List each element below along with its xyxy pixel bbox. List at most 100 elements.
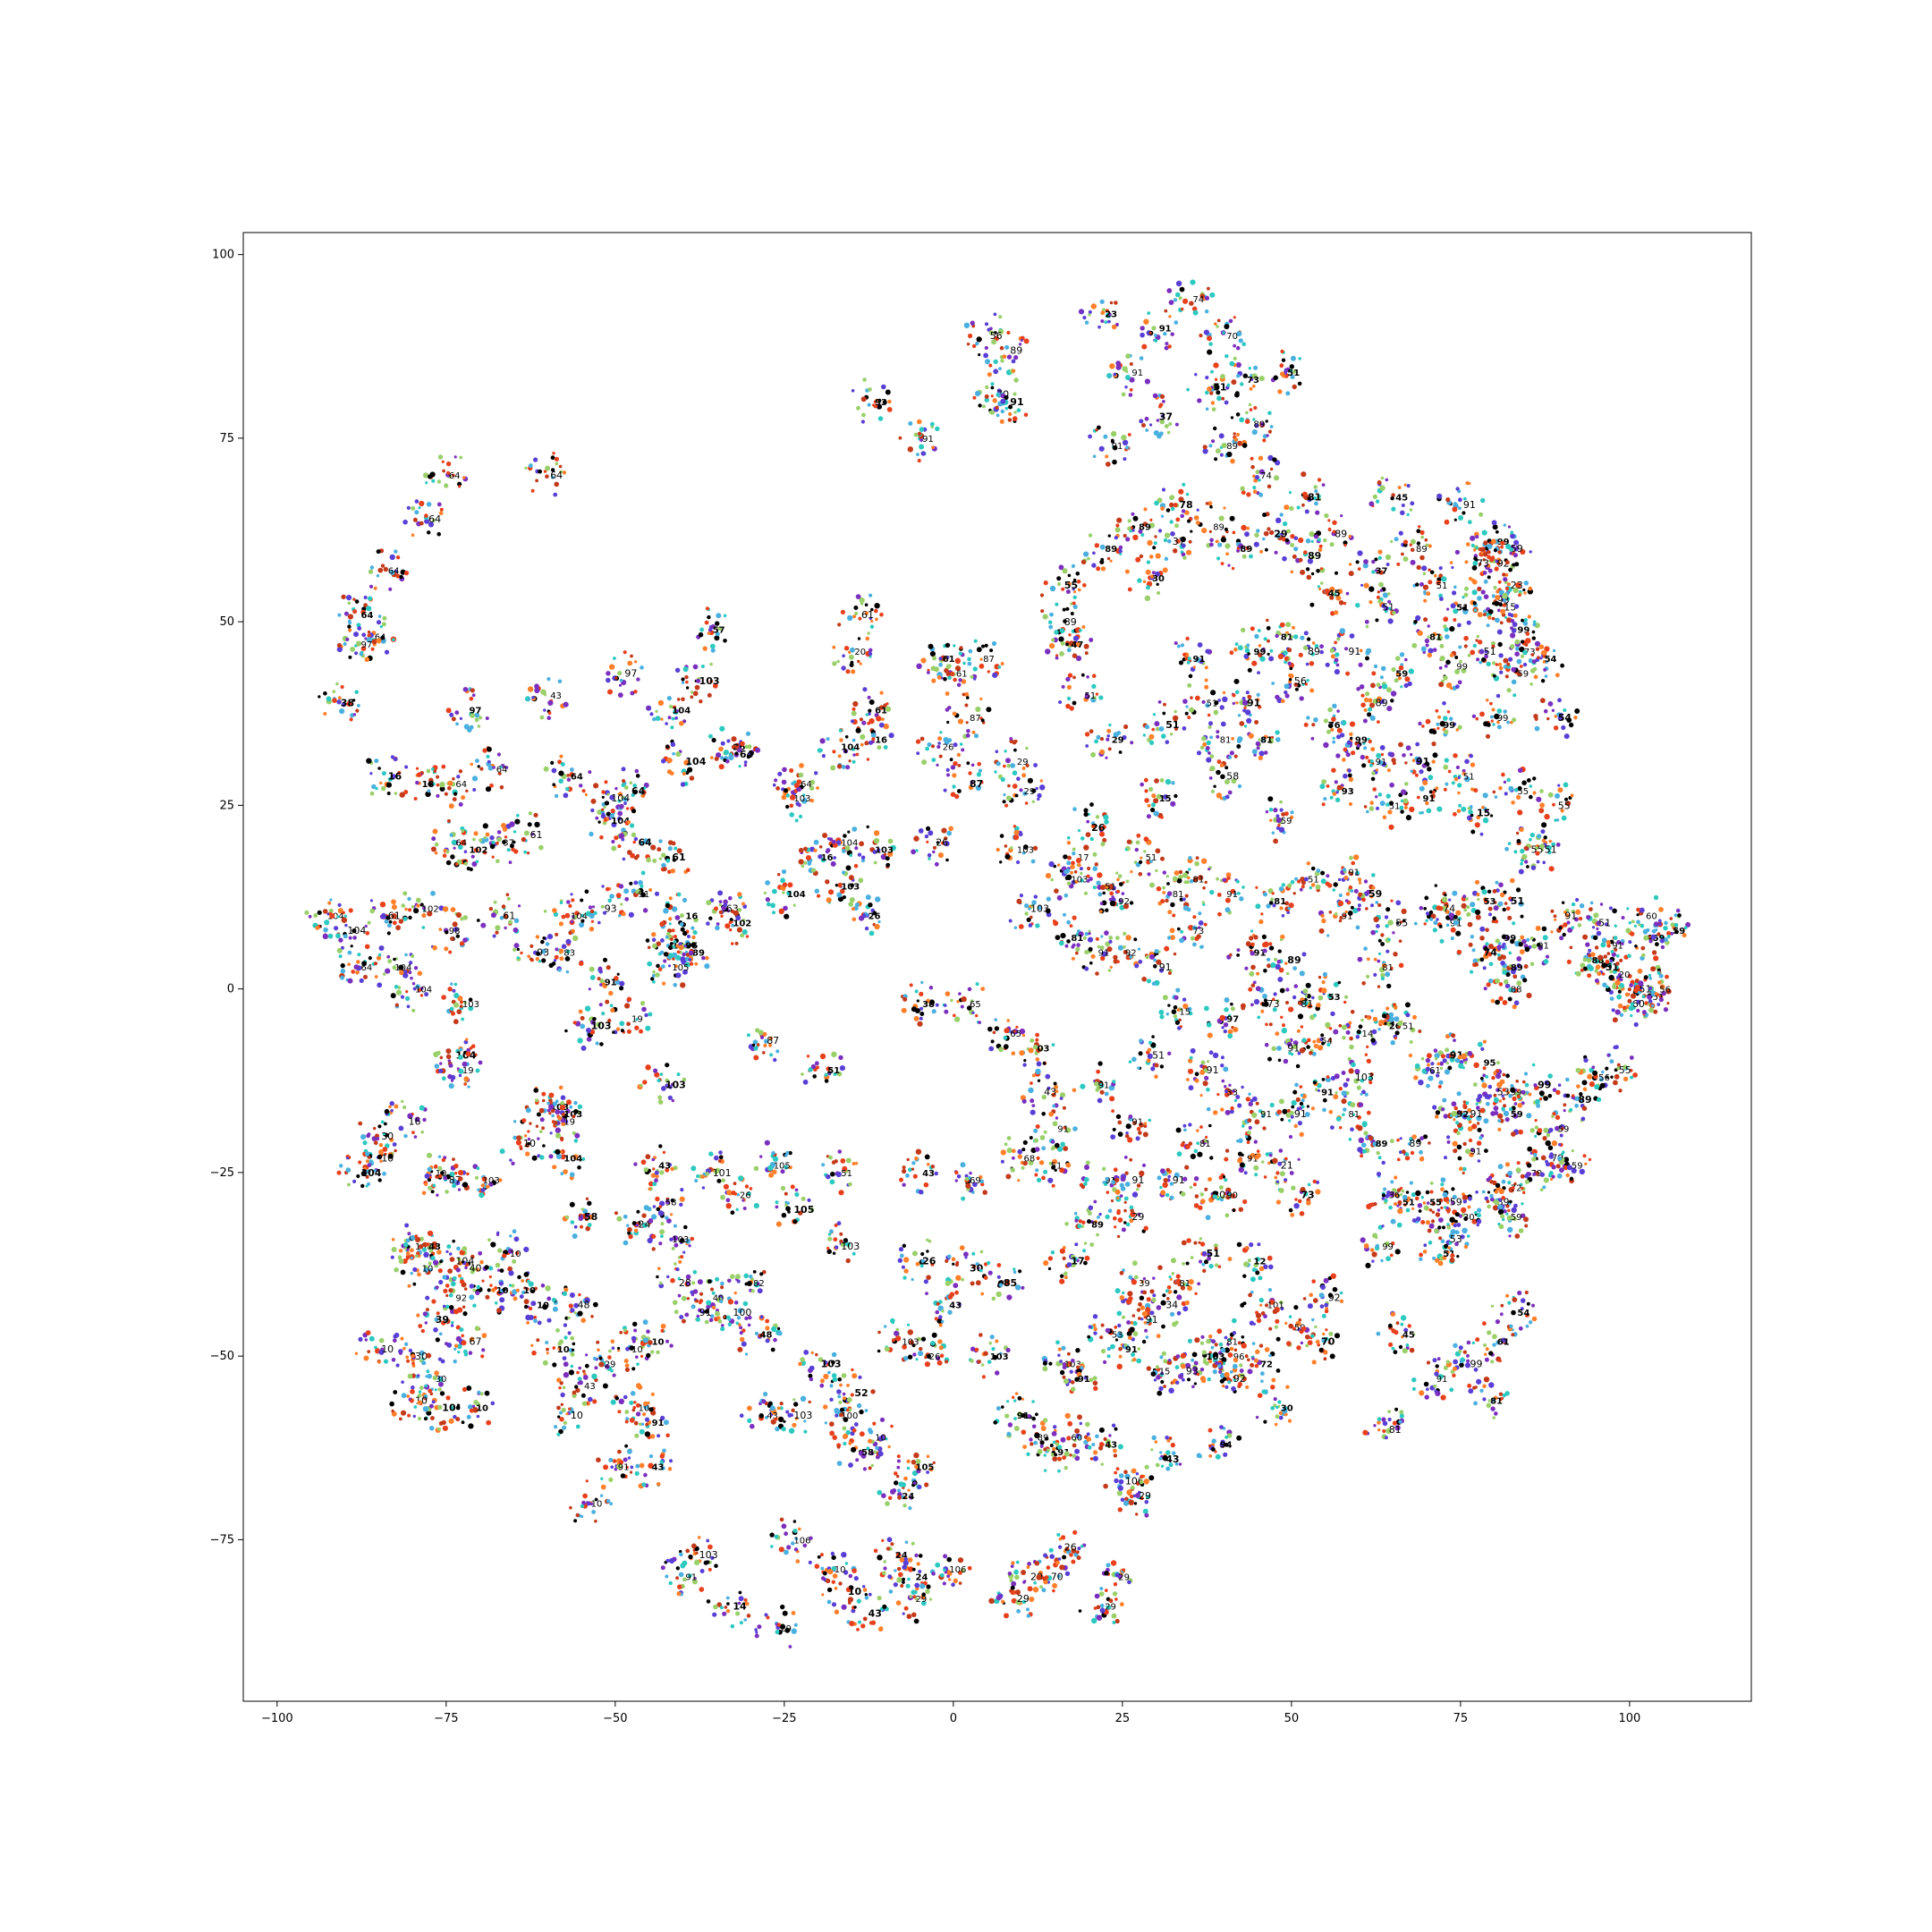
scatter-point — [711, 737, 716, 743]
scatter-point — [759, 1272, 764, 1276]
scatter-point — [447, 780, 453, 786]
scatter-point — [341, 594, 346, 599]
scatter-point — [343, 611, 349, 616]
point-label: 104 — [347, 925, 366, 936]
point-label: 105 — [672, 963, 689, 973]
scatter-point — [645, 938, 650, 943]
scatter-point — [838, 728, 843, 733]
scatter-point — [1250, 377, 1254, 381]
scatter-point — [691, 1165, 697, 1172]
scatter-point — [1022, 1063, 1027, 1067]
scatter-point — [945, 1258, 949, 1263]
scatter-point — [445, 1395, 451, 1401]
scatter-point — [1012, 1156, 1015, 1160]
scatter-point — [432, 828, 438, 835]
scatter-point — [413, 908, 419, 914]
scatter-point — [865, 713, 869, 716]
point-cluster — [1477, 585, 1519, 628]
scatter-point — [365, 1151, 370, 1157]
scatter-point — [723, 1315, 726, 1318]
scatter-point — [700, 665, 705, 668]
scatter-point — [633, 1420, 639, 1426]
scatter-point — [1138, 872, 1143, 877]
point-label: 29 — [1017, 758, 1029, 767]
point-label: 82 — [753, 1279, 765, 1289]
scatter-point — [519, 1145, 522, 1148]
scatter-point — [807, 861, 812, 866]
scatter-point — [941, 827, 947, 834]
scatter-point — [538, 844, 544, 851]
scatter-point — [369, 899, 373, 902]
scatter-point — [1255, 741, 1261, 747]
scatter-point — [727, 1322, 732, 1327]
scatter-point — [955, 1275, 962, 1281]
scatter-point — [1539, 657, 1543, 660]
scatter-point — [461, 1420, 465, 1425]
scatter-point — [1537, 656, 1540, 659]
scatter-point — [954, 1179, 959, 1182]
scatter-point — [1154, 535, 1157, 538]
scatter-point — [359, 652, 363, 657]
scatter-point — [403, 1133, 408, 1139]
scatter-point — [817, 894, 821, 898]
scatter-point — [1496, 589, 1500, 594]
scatter-point — [657, 699, 665, 707]
scatter-point — [1479, 832, 1484, 836]
scatter-point — [659, 921, 665, 927]
point-cluster — [837, 593, 884, 635]
scatter-point — [741, 902, 745, 906]
scatter-point — [1519, 646, 1525, 653]
scatter-point — [757, 1288, 763, 1294]
scatter-point — [996, 1291, 1002, 1298]
point-label: 103 — [875, 846, 894, 856]
point-label: 73 — [1477, 558, 1489, 570]
scatter-point — [398, 1249, 403, 1253]
scatter-point — [625, 1346, 631, 1352]
scatter-point — [683, 1224, 688, 1230]
point-cluster — [543, 754, 592, 799]
scatter-point — [614, 1211, 618, 1216]
point-label: 54 — [1558, 712, 1572, 724]
scatter-point — [718, 1155, 724, 1160]
scatter-point — [733, 1182, 737, 1186]
scatter-point — [698, 631, 704, 638]
scatter-point — [578, 1380, 583, 1385]
point-cluster — [1265, 796, 1294, 844]
scatter-point — [562, 1291, 567, 1297]
scatter-point — [373, 586, 377, 590]
scatter-point — [1489, 715, 1494, 719]
scatter-point — [425, 481, 428, 485]
scatter-point — [1273, 808, 1278, 813]
scatter-point — [450, 936, 454, 941]
scatter-point — [1499, 670, 1504, 674]
scatter-point — [1156, 793, 1162, 800]
scatter-point — [1470, 762, 1476, 767]
scatter-point — [499, 785, 504, 790]
scatter-point — [877, 745, 882, 750]
scatter-point — [782, 887, 785, 892]
scatter-point — [1506, 777, 1511, 783]
scatter-point — [1505, 544, 1512, 550]
scatter-point — [411, 533, 415, 537]
scatter-point — [430, 1255, 436, 1261]
scatter-point — [578, 961, 584, 966]
scatter-point — [977, 761, 981, 767]
scatter-point — [950, 998, 953, 1003]
scatter-point — [987, 1026, 993, 1032]
scatter-point — [762, 1051, 766, 1055]
scatter-point — [548, 1112, 552, 1115]
scatter-point — [1216, 734, 1220, 739]
scatter-point — [444, 483, 449, 488]
scatter-point — [902, 996, 908, 1002]
scatter-point — [547, 1318, 552, 1323]
scatter-point — [673, 940, 677, 944]
scatter-point — [394, 1003, 399, 1007]
scatter-point — [555, 462, 559, 466]
scatter-point — [411, 904, 415, 909]
scatter-point — [663, 908, 669, 914]
scatter-point — [984, 643, 988, 648]
scatter-point — [1052, 1104, 1055, 1108]
scatter-point — [366, 758, 372, 764]
scatter-point — [1464, 560, 1469, 564]
scatter-point — [672, 1300, 678, 1305]
